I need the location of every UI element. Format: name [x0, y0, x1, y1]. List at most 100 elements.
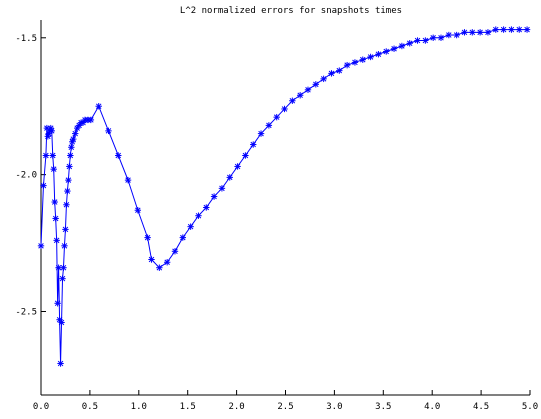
data-point-marker — [72, 130, 79, 137]
data-point-marker — [95, 103, 102, 110]
data-point-marker — [61, 242, 68, 250]
data-point-marker — [234, 163, 241, 170]
data-point-marker — [328, 70, 335, 77]
data-point-marker — [65, 176, 72, 184]
data-point-marker — [265, 122, 273, 129]
data-point-marker — [508, 26, 515, 33]
data-point-marker — [68, 144, 75, 151]
data-point-marker — [87, 116, 95, 124]
data-point-marker — [60, 264, 67, 271]
data-point-marker — [312, 81, 320, 88]
data-point-marker — [37, 242, 45, 250]
data-point-marker — [383, 48, 390, 55]
data-point-marker — [367, 53, 374, 61]
x-tick-label: 5.0 — [522, 402, 538, 412]
data-point-marker — [304, 86, 312, 93]
chart-ticks: 0.0 0.5 1.0 1.5 2.0 2.5 3.0 3.5 4.0 4.5 5.0 -2.5 -2.… — [15, 34, 538, 412]
x-tick-label: 1.0 — [131, 402, 147, 412]
data-point-marker — [124, 176, 132, 184]
data-point-marker — [171, 248, 179, 255]
data-point-marker — [51, 198, 58, 206]
x-tick-label: 0.5 — [82, 402, 98, 412]
data-point-marker — [105, 127, 112, 135]
data-point-marker — [210, 193, 218, 200]
y-tick-label: -2.5 — [15, 308, 37, 318]
data-point-marker — [429, 34, 437, 41]
data-point-marker — [53, 237, 60, 244]
y-tick-label: -1.5 — [15, 34, 37, 44]
data-point-marker — [218, 185, 226, 192]
data-point-marker — [57, 360, 64, 367]
chart-series — [37, 26, 531, 367]
data-point-marker — [179, 234, 187, 241]
data-point-marker — [70, 135, 77, 143]
x-tick-label: 4.0 — [424, 402, 440, 412]
data-point-marker — [250, 141, 257, 148]
data-point-marker — [58, 319, 65, 326]
data-point-marker — [461, 29, 468, 36]
data-point-marker — [336, 67, 343, 74]
data-point-marker — [289, 97, 296, 104]
data-point-marker — [414, 37, 421, 44]
data-point-marker — [296, 92, 304, 99]
data-point-marker — [469, 29, 476, 36]
data-point-marker — [187, 223, 194, 230]
data-point-marker — [390, 45, 398, 52]
data-point-marker — [40, 182, 47, 189]
data-point-marker — [54, 300, 61, 307]
data-point-marker — [42, 152, 50, 159]
data-point-marker — [500, 26, 507, 33]
data-point-marker — [320, 75, 327, 83]
data-point-marker — [203, 204, 210, 211]
data-point-marker — [445, 31, 453, 39]
data-point-marker — [48, 127, 55, 135]
x-tick-label: 1.5 — [180, 402, 196, 412]
data-point-marker — [66, 163, 73, 170]
data-point-marker — [257, 130, 265, 137]
data-point-marker — [453, 31, 460, 39]
y-tick-label: -2.0 — [15, 171, 37, 181]
x-tick-label: 2.5 — [277, 402, 293, 412]
x-tick-label: 4.5 — [473, 402, 489, 412]
data-point-marker — [52, 215, 59, 222]
data-point-marker — [476, 29, 484, 36]
data-point-marker — [516, 26, 523, 33]
data-point-marker — [351, 59, 359, 66]
series-line — [40, 29, 528, 364]
data-point-marker — [50, 165, 57, 173]
data-point-marker — [398, 42, 406, 50]
x-tick-label: 2.0 — [228, 402, 244, 412]
data-point-marker — [163, 259, 171, 266]
data-point-marker — [484, 29, 492, 36]
x-tick-label: 3.0 — [326, 402, 342, 412]
data-point-marker — [375, 51, 382, 58]
data-point-marker — [63, 201, 70, 208]
data-point-marker — [64, 187, 71, 195]
data-point-marker — [195, 212, 202, 219]
data-point-marker — [156, 264, 163, 271]
chart-title: L^2 normalized errors for snapshots time… — [180, 6, 402, 16]
data-point-marker — [422, 37, 429, 44]
data-point-marker — [115, 152, 122, 159]
data-point-marker — [144, 234, 151, 241]
data-point-marker — [59, 275, 66, 282]
chart-axes — [40, 20, 530, 396]
data-point-marker — [343, 61, 351, 69]
data-point-marker — [273, 113, 280, 121]
data-point-marker — [359, 56, 366, 63]
data-point-marker — [281, 105, 288, 113]
data-point-marker — [134, 207, 142, 214]
data-point-marker — [49, 152, 56, 159]
data-point-marker — [242, 152, 249, 159]
data-point-marker — [523, 26, 531, 33]
data-point-marker — [492, 26, 499, 33]
data-point-marker — [437, 34, 445, 41]
data-point-marker — [62, 226, 69, 233]
x-tick-label: 0.0 — [33, 402, 49, 412]
data-point-marker — [406, 40, 413, 47]
x-tick-label: 3.5 — [375, 402, 391, 412]
data-point-marker — [226, 174, 233, 181]
data-point-marker — [67, 152, 74, 159]
data-point-marker — [148, 256, 155, 263]
